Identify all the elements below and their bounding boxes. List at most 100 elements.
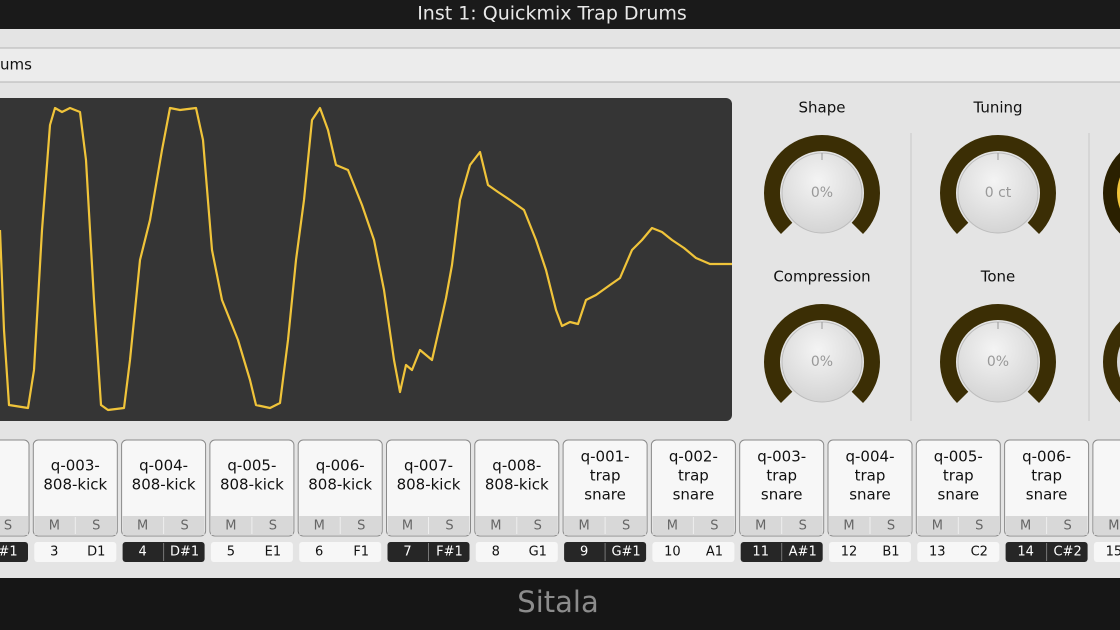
knob-label: Compression xyxy=(773,268,870,286)
solo-button[interactable]: S xyxy=(180,519,188,534)
mute-button[interactable]: M xyxy=(755,519,766,534)
mute-solo-strip xyxy=(1093,516,1120,535)
mute-button[interactable]: M xyxy=(578,519,589,534)
knob-ring[interactable] xyxy=(940,135,1056,234)
partial-knob[interactable] xyxy=(1103,312,1120,412)
pad-name: q-008- xyxy=(492,457,541,475)
pad-name: 808-kick xyxy=(132,476,196,494)
pad-name: q-001- xyxy=(581,448,630,466)
note-tag xyxy=(210,542,293,562)
kit-name: ums xyxy=(0,56,32,74)
pad-name: snare xyxy=(1026,486,1068,504)
pad-name: 808-kick xyxy=(397,476,461,494)
pad[interactable] xyxy=(0,439,30,537)
note-tag xyxy=(299,542,382,562)
pad-number: 14 xyxy=(1017,545,1034,560)
partial-knob[interactable] xyxy=(1103,143,1120,243)
knob-label: Tuning xyxy=(972,99,1022,117)
knob-ring[interactable] xyxy=(764,135,880,234)
pad-note: F1 xyxy=(353,545,369,560)
solo-button[interactable]: S xyxy=(622,519,630,534)
note-tag xyxy=(34,542,117,562)
pad[interactable] xyxy=(297,439,383,537)
pad-name: q-005- xyxy=(934,448,983,466)
kit-bar[interactable] xyxy=(0,47,1120,83)
knob-value: 0% xyxy=(987,354,1009,370)
pad-name: trap xyxy=(943,467,974,485)
pad-note: G#1 xyxy=(611,545,640,560)
solo-button[interactable]: S xyxy=(357,519,365,534)
solo-button[interactable]: S xyxy=(92,519,100,534)
pad-name: 808-kick xyxy=(308,476,372,494)
pad-number: 6 xyxy=(315,545,323,560)
pad-name: trap xyxy=(855,467,886,485)
mute-button[interactable]: M xyxy=(1108,519,1119,534)
knob-value: 0% xyxy=(811,354,833,370)
pad-note: #1 xyxy=(0,545,18,560)
mute-button[interactable]: M xyxy=(932,519,943,534)
mute-button[interactable]: M xyxy=(1020,519,1031,534)
solo-button[interactable]: S xyxy=(799,519,807,534)
pad-note: A#1 xyxy=(789,545,817,560)
pad-name: 808-kick xyxy=(220,476,284,494)
pad-note: G1 xyxy=(529,545,547,560)
mute-button[interactable]: M xyxy=(667,519,678,534)
title-bar xyxy=(0,0,1120,29)
pad-note: D#1 xyxy=(170,545,199,560)
knob-ring[interactable] xyxy=(940,304,1056,403)
pad-number: 5 xyxy=(227,545,235,560)
pad-number: 12 xyxy=(841,545,858,560)
solo-button[interactable]: S xyxy=(1063,519,1071,534)
solo-button[interactable]: S xyxy=(710,519,718,534)
pad-note: C#2 xyxy=(1053,545,1081,560)
pad-note: E1 xyxy=(265,545,282,560)
pad-note: A1 xyxy=(706,545,723,560)
mute-button[interactable]: M xyxy=(314,519,325,534)
solo-button[interactable]: S xyxy=(975,519,983,534)
pad[interactable] xyxy=(121,439,207,537)
pad-name: q-004- xyxy=(139,457,188,475)
pad[interactable] xyxy=(209,439,295,537)
mute-button[interactable]: M xyxy=(843,519,854,534)
pad[interactable] xyxy=(1092,439,1120,537)
pad-number: 9 xyxy=(580,545,588,560)
mute-button[interactable]: M xyxy=(225,519,236,534)
knob-value: 0 ct xyxy=(985,185,1012,201)
pad-name: q-005- xyxy=(227,457,276,475)
mute-button[interactable]: M xyxy=(49,519,60,534)
pad[interactable] xyxy=(650,439,736,537)
pad-name: q-006- xyxy=(316,457,365,475)
pad-name: q-007- xyxy=(404,457,453,475)
pad[interactable] xyxy=(1004,439,1090,537)
mute-button[interactable]: M xyxy=(137,519,148,534)
solo-button[interactable]: S xyxy=(4,519,12,534)
pad[interactable] xyxy=(739,439,825,537)
pad-number: 3 xyxy=(50,545,58,560)
note-tag xyxy=(917,542,1000,562)
pad[interactable] xyxy=(562,439,648,537)
mute-button[interactable]: M xyxy=(402,519,413,534)
pad[interactable] xyxy=(827,439,913,537)
pad-number: 11 xyxy=(752,545,769,560)
pad[interactable] xyxy=(915,439,1001,537)
knob-value: 0% xyxy=(811,185,833,201)
pad[interactable] xyxy=(386,439,471,537)
solo-button[interactable]: S xyxy=(887,519,895,534)
pad-name: snare xyxy=(673,486,715,504)
pad[interactable] xyxy=(474,439,560,537)
pad-name: q-006- xyxy=(1022,448,1071,466)
solo-button[interactable]: S xyxy=(445,519,453,534)
waveform-panel xyxy=(0,98,732,421)
solo-button[interactable]: S xyxy=(269,519,277,534)
brand: Sitala xyxy=(517,585,598,619)
solo-button[interactable]: S xyxy=(534,519,542,534)
pad[interactable] xyxy=(32,439,118,537)
pad-number: 7 xyxy=(403,545,411,560)
note-tag xyxy=(1093,542,1120,562)
mute-button[interactable]: M xyxy=(490,519,501,534)
waveform xyxy=(0,106,732,412)
footer-bar xyxy=(0,578,1120,630)
pad-name: q-002- xyxy=(669,448,718,466)
knob-ring[interactable] xyxy=(764,304,880,403)
pad-note: B1 xyxy=(882,545,899,560)
